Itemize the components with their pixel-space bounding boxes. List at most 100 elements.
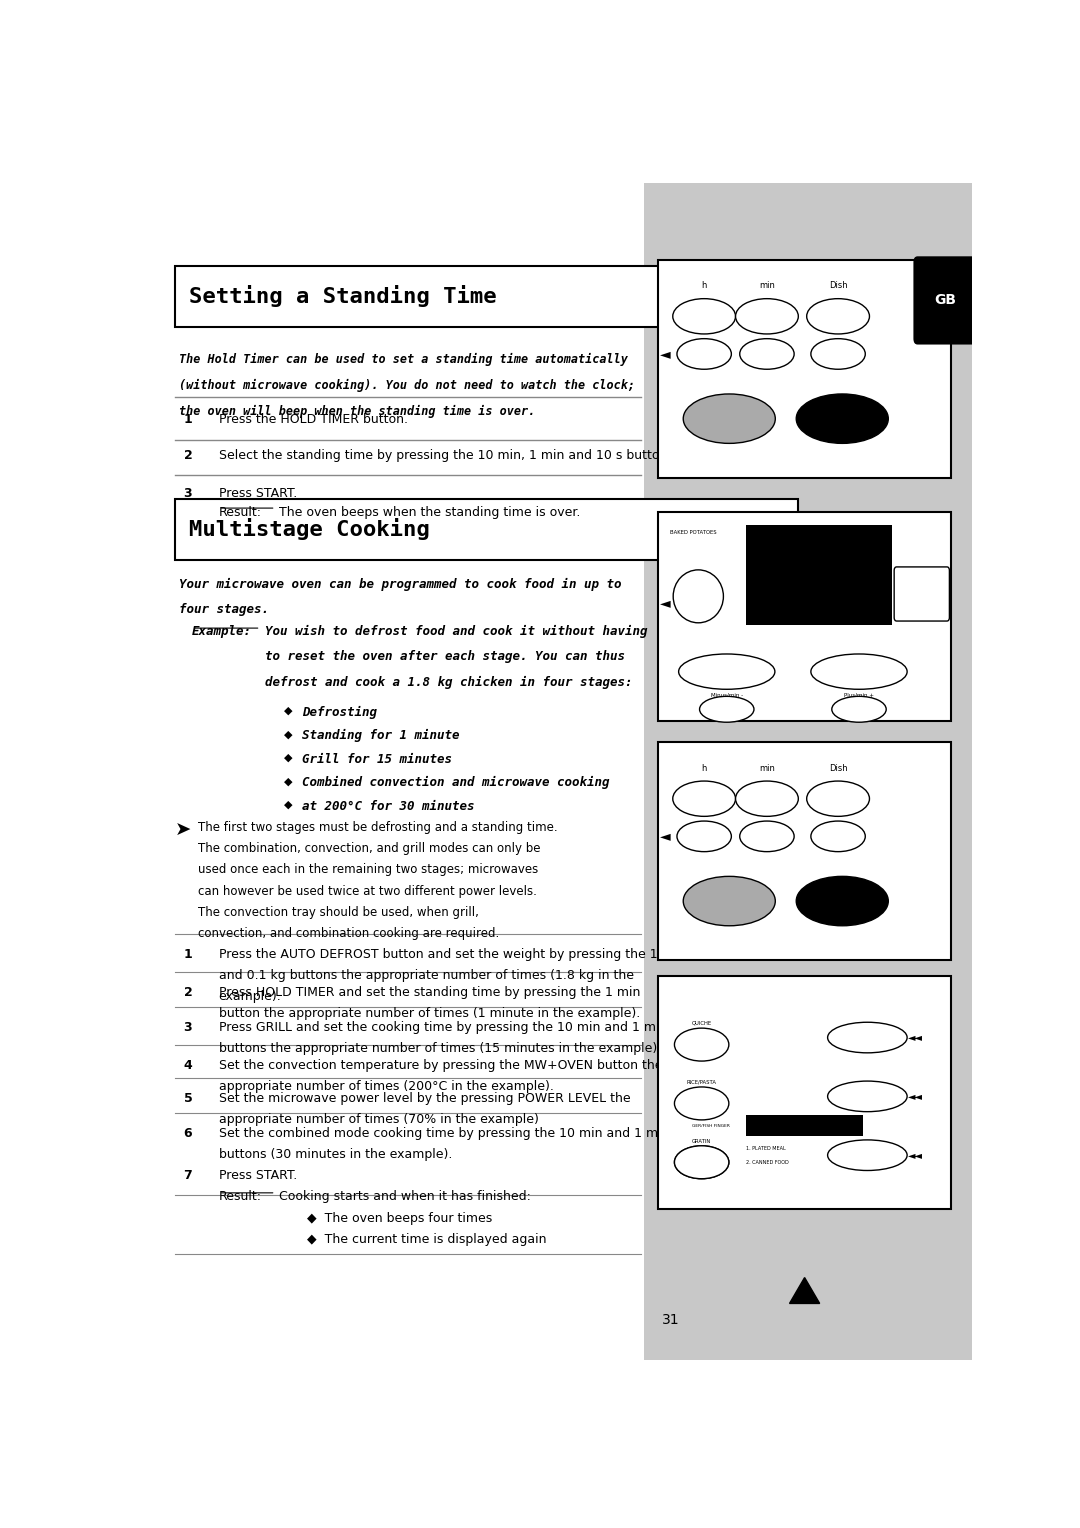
- Text: 10s: 10s: [832, 306, 845, 312]
- Text: 2. CANNED FOOD: 2. CANNED FOOD: [746, 1160, 788, 1164]
- Text: Set the convection temperature by pressing the MW+OVEN button the: Set the convection temperature by pressi…: [218, 1059, 662, 1071]
- Text: Cooking starts and when it has finished:: Cooking starts and when it has finished:: [279, 1190, 531, 1204]
- Ellipse shape: [811, 821, 865, 851]
- Text: QUICHE: QUICHE: [691, 1021, 712, 1025]
- Text: ◆: ◆: [284, 776, 293, 787]
- Text: 10min: 10min: [693, 313, 715, 319]
- Text: ω: ω: [693, 591, 703, 602]
- Text: 3: 3: [184, 1021, 192, 1034]
- Text: button the appropriate number of times (1 minute in the example).: button the appropriate number of times (…: [218, 1007, 640, 1021]
- Text: min: min: [759, 764, 774, 773]
- FancyBboxPatch shape: [644, 183, 972, 1360]
- Text: AUTO REHEAT / COOK: AUTO REHEAT / COOK: [778, 1123, 832, 1128]
- Text: ▽: ▽: [724, 411, 734, 426]
- Text: ◄◄: ◄◄: [907, 1091, 922, 1102]
- Text: Grill for 15 minutes: Grill for 15 minutes: [302, 753, 453, 766]
- Text: ◄◄: ◄◄: [907, 1151, 922, 1160]
- Text: to reset the oven after each stage. You can thus: to reset the oven after each stage. You …: [265, 651, 624, 663]
- Text: The convection tray should be used, when grill,: The convection tray should be used, when…: [198, 906, 478, 918]
- Ellipse shape: [796, 877, 889, 926]
- Text: 4. SOUP / SAUCE: 4. SOUP / SAUCE: [748, 535, 789, 539]
- Text: Press the HOLD TIMER button.: Press the HOLD TIMER button.: [218, 413, 408, 426]
- Text: MW+OVEN: MW+OVEN: [847, 1093, 889, 1100]
- Text: h: h: [702, 281, 706, 290]
- Text: ◆  The oven beeps four times: ◆ The oven beeps four times: [307, 1212, 491, 1224]
- Ellipse shape: [673, 298, 735, 335]
- Text: 6. FRESH VEGETABLES: 6. FRESH VEGETABLES: [748, 564, 804, 568]
- Text: Plus/min +: Plus/min +: [843, 692, 874, 698]
- Text: Standing for 1 minute: Standing for 1 minute: [302, 729, 460, 743]
- Ellipse shape: [674, 1146, 729, 1178]
- Text: ▽: ▽: [723, 704, 730, 714]
- Text: ◇: ◇: [837, 411, 848, 426]
- FancyBboxPatch shape: [746, 524, 892, 625]
- Ellipse shape: [832, 697, 887, 723]
- Text: ⧖: ⧖: [701, 831, 707, 842]
- FancyBboxPatch shape: [658, 260, 951, 477]
- Text: ◄: ◄: [660, 596, 671, 610]
- Text: △: △: [855, 704, 863, 714]
- FancyBboxPatch shape: [914, 257, 976, 344]
- Text: CLOCK: CLOCK: [756, 351, 778, 356]
- Ellipse shape: [735, 298, 798, 335]
- Text: Press START.: Press START.: [218, 487, 297, 500]
- Text: 7. FISH: 7. FISH: [748, 578, 766, 582]
- Text: ➤: ➤: [175, 821, 191, 840]
- Ellipse shape: [678, 654, 774, 689]
- Ellipse shape: [684, 394, 775, 443]
- Text: Setting a Standing Time: Setting a Standing Time: [189, 286, 497, 307]
- Text: 31: 31: [662, 1313, 680, 1326]
- FancyBboxPatch shape: [658, 743, 951, 960]
- Text: MW+GRILL: MW+GRILL: [846, 1151, 889, 1160]
- Text: GER/FISH FINGER: GER/FISH FINGER: [691, 1123, 729, 1128]
- Text: ▽: ▽: [724, 894, 734, 908]
- Text: GB: GB: [934, 293, 956, 307]
- Text: You wish to defrost food and cook it without having: You wish to defrost food and cook it wit…: [265, 625, 647, 637]
- Text: 1kg: 1kg: [760, 321, 773, 327]
- Ellipse shape: [740, 821, 794, 851]
- Text: ◄: ◄: [660, 830, 671, 843]
- Text: 4: 4: [184, 1059, 192, 1071]
- Text: min: min: [759, 281, 774, 290]
- Text: h: h: [702, 764, 706, 773]
- Text: (without microwave cooking). You do not need to watch the clock;: (without microwave cooking). You do not …: [178, 379, 635, 391]
- FancyBboxPatch shape: [175, 498, 798, 559]
- Ellipse shape: [673, 570, 724, 623]
- Ellipse shape: [677, 339, 731, 370]
- Text: Result:: Result:: [218, 506, 261, 518]
- Text: buttons the appropriate number of times (15 minutes in the example).: buttons the appropriate number of times …: [218, 1042, 661, 1056]
- Text: BAKED POTATOES: BAKED POTATOES: [670, 530, 717, 535]
- Text: 1min: 1min: [758, 306, 775, 312]
- Text: 7: 7: [184, 1169, 192, 1183]
- Ellipse shape: [827, 1082, 907, 1112]
- Text: Combined convection and microwave cooking: Combined convection and microwave cookin…: [302, 776, 610, 790]
- Text: Result:: Result:: [218, 1190, 261, 1204]
- Text: Set the combined mode cooking time by pressing the 10 min and 1 min: Set the combined mode cooking time by pr…: [218, 1128, 670, 1140]
- Text: POWER
LEVEL: POWER LEVEL: [913, 588, 931, 599]
- Text: Your microwave oven can be programmed to cook food in up to: Your microwave oven can be programmed to…: [178, 578, 621, 591]
- Ellipse shape: [827, 1022, 907, 1053]
- Text: appropriate number of times (200°C in the example).: appropriate number of times (200°C in th…: [218, 1080, 554, 1093]
- Text: at 200°C for 30 minutes: at 200°C for 30 minutes: [302, 799, 475, 813]
- Ellipse shape: [674, 1028, 729, 1060]
- Text: Minus/min -: Minus/min -: [711, 692, 743, 698]
- Ellipse shape: [684, 877, 775, 926]
- Text: MEMORY: MEMORY: [824, 351, 852, 356]
- Text: defrost and cook a 1.8 kg chicken in four stages:: defrost and cook a 1.8 kg chicken in fou…: [265, 677, 632, 689]
- Text: Press the AUTO DEFROST button and set the weight by pressing the 1 kg: Press the AUTO DEFROST button and set th…: [218, 947, 676, 961]
- Text: Press HOLD TIMER and set the standing time by pressing the 1 min: Press HOLD TIMER and set the standing ti…: [218, 986, 640, 999]
- Text: 2: 2: [184, 986, 192, 999]
- Text: CLOCK: CLOCK: [756, 834, 778, 839]
- Ellipse shape: [811, 339, 865, 370]
- FancyBboxPatch shape: [175, 266, 798, 327]
- Text: 1: 1: [184, 413, 192, 426]
- Ellipse shape: [673, 781, 735, 816]
- Text: ◆: ◆: [284, 799, 293, 810]
- Text: ⧖: ⧖: [701, 348, 707, 359]
- Text: Defrosting: Defrosting: [302, 706, 377, 718]
- Text: buttons (30 minutes in the example).: buttons (30 minutes in the example).: [218, 1148, 453, 1161]
- Text: Multistage Cooking: Multistage Cooking: [189, 518, 430, 541]
- Polygon shape: [789, 1277, 820, 1303]
- Ellipse shape: [674, 1146, 729, 1178]
- Text: 6: 6: [184, 1128, 192, 1140]
